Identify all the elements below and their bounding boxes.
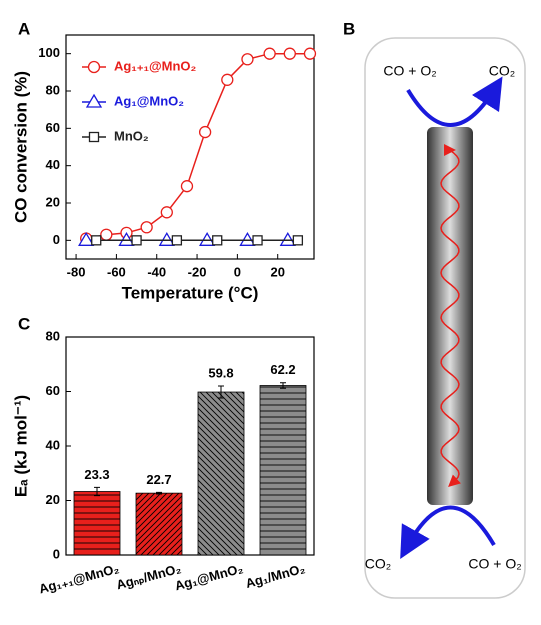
point bbox=[252, 235, 263, 246]
point bbox=[158, 232, 175, 246]
x-tick-label: Ag₁/MnO₂ bbox=[244, 561, 307, 591]
nanorod bbox=[427, 127, 473, 505]
y-tick-label: 20 bbox=[46, 492, 60, 507]
arrow bbox=[400, 505, 496, 559]
y-tick-label: 60 bbox=[46, 383, 60, 398]
y-tick-label: 80 bbox=[46, 328, 60, 343]
y-tick-label: 80 bbox=[46, 82, 60, 97]
y-tick-label: 0 bbox=[53, 232, 60, 247]
point bbox=[180, 180, 194, 193]
legend-label: Ag₁₊₁@MnO₂ bbox=[114, 58, 197, 73]
legend-marker bbox=[85, 93, 103, 108]
y-tick-label: 40 bbox=[46, 437, 60, 452]
point bbox=[199, 232, 216, 246]
y-tick-label: 0 bbox=[53, 546, 60, 561]
frame bbox=[364, 37, 526, 599]
point bbox=[212, 235, 223, 246]
label: CO₂ bbox=[365, 556, 391, 572]
point bbox=[221, 73, 234, 86]
plot-frame bbox=[65, 34, 315, 260]
value-label: 59.8 bbox=[208, 365, 233, 380]
plot-frame bbox=[65, 336, 315, 556]
point bbox=[283, 47, 296, 60]
y-tick-label: 100 bbox=[38, 45, 60, 60]
x-tick-label: Ag₁@MnO₂ bbox=[173, 561, 245, 594]
value-label: 23.3 bbox=[84, 467, 109, 482]
x-axis-label: Temperature (°C) bbox=[122, 283, 259, 302]
y-tick-label: 40 bbox=[46, 157, 60, 172]
x-tick-label: 20 bbox=[270, 264, 284, 279]
x-tick-label: -60 bbox=[107, 264, 126, 279]
panel-b: B CO + O₂ CO₂ CO₂ CO + O₂ bbox=[343, 19, 526, 599]
label: CO₂ bbox=[489, 63, 515, 79]
x-tick-label: Ag₁₊₁@MnO₂ bbox=[37, 561, 121, 597]
error-bar bbox=[280, 382, 286, 389]
x-tick-label: 0 bbox=[234, 264, 241, 279]
wave-arrow bbox=[440, 141, 461, 488]
error-bar bbox=[218, 385, 224, 399]
point bbox=[239, 232, 256, 246]
x-tick-label: Agₙₚ/MnO₂ bbox=[115, 561, 183, 593]
bar bbox=[259, 385, 307, 556]
error-bar bbox=[156, 491, 162, 495]
point bbox=[160, 206, 173, 219]
point bbox=[171, 235, 183, 246]
point bbox=[118, 232, 135, 246]
point bbox=[198, 125, 212, 139]
point bbox=[292, 235, 304, 246]
label: CO + O₂ bbox=[468, 556, 521, 572]
bar bbox=[197, 391, 245, 556]
y-tick-label: 60 bbox=[46, 120, 60, 135]
point bbox=[263, 47, 276, 60]
legend-label: MnO₂ bbox=[114, 128, 149, 143]
panel-label: B bbox=[343, 19, 355, 38]
value-label: 62.2 bbox=[270, 362, 295, 377]
point bbox=[140, 221, 153, 234]
point bbox=[279, 232, 296, 246]
value-label: 22.7 bbox=[146, 472, 171, 487]
arrow bbox=[406, 76, 503, 127]
legend-label: Ag₁@MnO₂ bbox=[114, 93, 184, 108]
point bbox=[100, 228, 113, 241]
series-line bbox=[86, 52, 310, 240]
x-tick-label: -40 bbox=[147, 264, 166, 279]
point bbox=[91, 235, 102, 246]
legend-marker bbox=[87, 60, 101, 74]
point bbox=[303, 47, 317, 60]
x-tick-label: -80 bbox=[67, 264, 86, 279]
point bbox=[241, 53, 254, 66]
label: CO + O₂ bbox=[383, 63, 436, 79]
point bbox=[78, 232, 95, 246]
panel-label: A bbox=[18, 19, 30, 38]
bar bbox=[73, 491, 121, 556]
x-tick-label: -20 bbox=[188, 264, 207, 279]
y-tick-label: 20 bbox=[46, 194, 60, 209]
error-bar bbox=[94, 486, 100, 497]
y-axis-label: Eₐ (kJ mol⁻¹) bbox=[11, 395, 30, 497]
bar bbox=[135, 492, 183, 556]
legend-marker bbox=[88, 131, 100, 143]
panel-label: C bbox=[18, 314, 30, 333]
y-axis-label: CO conversion (%) bbox=[11, 71, 30, 223]
point bbox=[131, 235, 142, 246]
